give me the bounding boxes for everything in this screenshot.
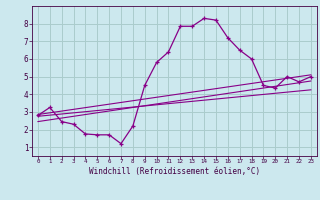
X-axis label: Windchill (Refroidissement éolien,°C): Windchill (Refroidissement éolien,°C) — [89, 167, 260, 176]
